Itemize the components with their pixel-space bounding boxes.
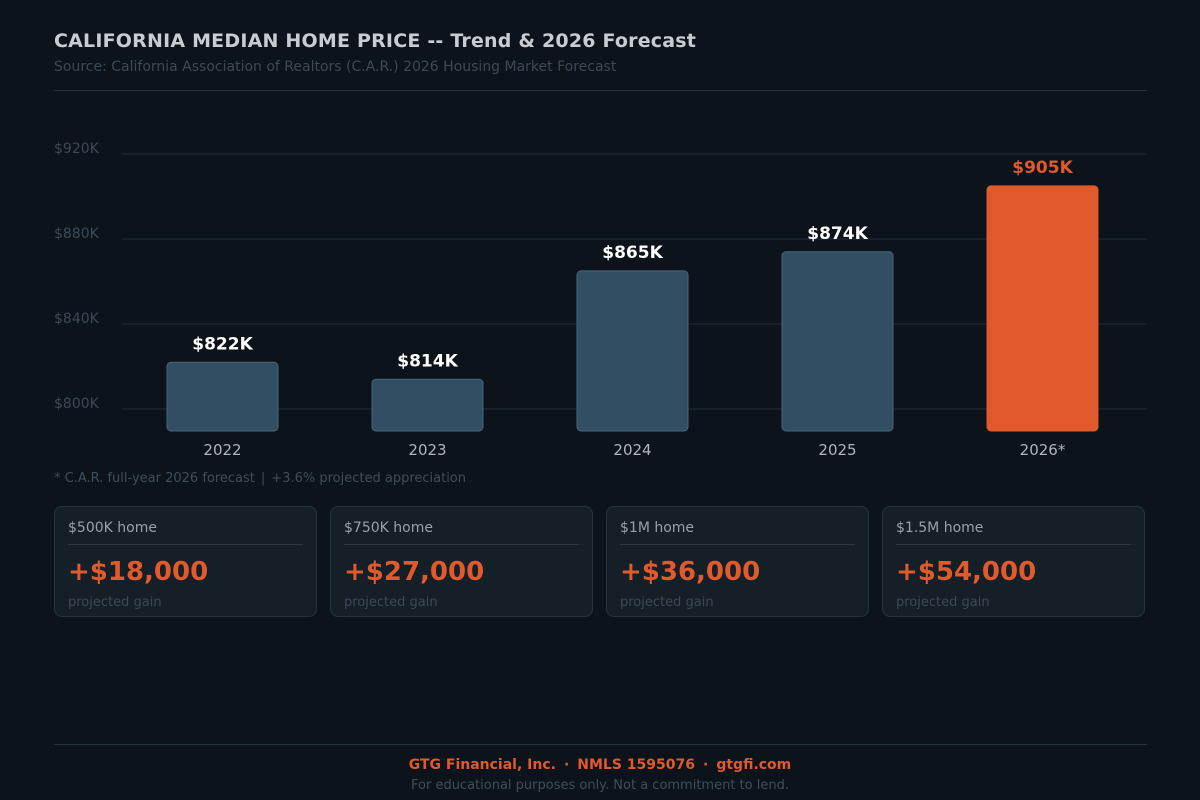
card-label: $1.5M home <box>896 520 984 536</box>
card-value: +$18,000 <box>68 557 209 587</box>
bar <box>781 251 894 432</box>
chart-subtitle: Source: California Association of Realto… <box>54 59 617 75</box>
card-caption: projected gain <box>620 595 714 610</box>
card-value: +$27,000 <box>344 557 485 587</box>
y-tick-label: $920K <box>54 141 100 157</box>
footer-separator: · <box>703 757 709 773</box>
y-tick-label: $880K <box>54 226 100 242</box>
footer-disclaimer: For educational purposes only. Not a com… <box>411 778 789 793</box>
card-caption: projected gain <box>896 595 990 610</box>
footer-separator: · <box>563 757 570 773</box>
bar-value-label: $905K <box>1012 158 1073 178</box>
x-category-label: 2022 <box>203 441 241 459</box>
footnote-separator: | <box>260 471 266 486</box>
x-category-label: 2024 <box>613 441 651 459</box>
footer-divider <box>54 744 1147 745</box>
x-category-label: 2023 <box>408 441 446 459</box>
gain-card: $1M home +$36,000 projected gain <box>606 506 869 617</box>
forecast-bar <box>986 185 1099 432</box>
footnote-forecast-note: * C.A.R. full-year 2026 forecast <box>54 471 255 486</box>
card-divider <box>344 544 579 545</box>
footer-credits: GTG Financial, Inc. · NMLS 1595076 · gtgfi.c… <box>0 757 1200 773</box>
card-divider <box>620 544 855 545</box>
bar-value-label: $814K <box>397 351 458 371</box>
card-caption: projected gain <box>68 595 162 610</box>
footer-website-link[interactable]: gtgfi.com <box>716 757 792 773</box>
bar-chart: $800K $840K $880K $920K $822K 2022 $814K 2023 $8… <box>54 141 1147 459</box>
bar-value-label: $865K <box>602 243 663 263</box>
bar-value-label: $874K <box>807 224 868 244</box>
bar-value-label: $822K <box>192 334 253 354</box>
bar <box>371 378 484 432</box>
chart-footnote: * C.A.R. full-year 2026 forecast | +3.6% p… <box>54 471 466 486</box>
gain-card: $500K home +$18,000 projected gain <box>54 506 317 617</box>
y-tick-label: $840K <box>54 311 100 327</box>
projected-gain-cards: $500K home +$18,000 projected gain $750K… <box>54 506 1147 619</box>
chart-title: CALIFORNIA MEDIAN HOME PRICE -- Trend & … <box>54 30 697 52</box>
card-value: +$36,000 <box>620 557 761 587</box>
y-tick-label: $800K <box>54 396 100 412</box>
footer-company: GTG Financial, Inc. <box>408 757 556 773</box>
footnote-appreciation: +3.6% projected appreciation <box>271 471 467 486</box>
gain-card: $750K home +$27,000 projected gain <box>330 506 593 617</box>
x-category-label: 2026* <box>1020 441 1066 459</box>
card-divider <box>68 544 303 545</box>
header-divider <box>54 90 1147 91</box>
card-label: $750K home <box>344 520 433 536</box>
footer-nmls: NMLS 1595076 <box>577 757 695 773</box>
x-category-label: 2025 <box>818 441 856 459</box>
card-divider <box>896 544 1131 545</box>
card-label: $1M home <box>620 520 695 536</box>
card-caption: projected gain <box>344 595 438 610</box>
bar <box>576 270 689 432</box>
card-value: +$54,000 <box>896 557 1037 587</box>
card-label: $500K home <box>68 520 157 536</box>
bar <box>166 361 279 432</box>
gain-card: $1.5M home +$54,000 projected gain <box>882 506 1145 617</box>
